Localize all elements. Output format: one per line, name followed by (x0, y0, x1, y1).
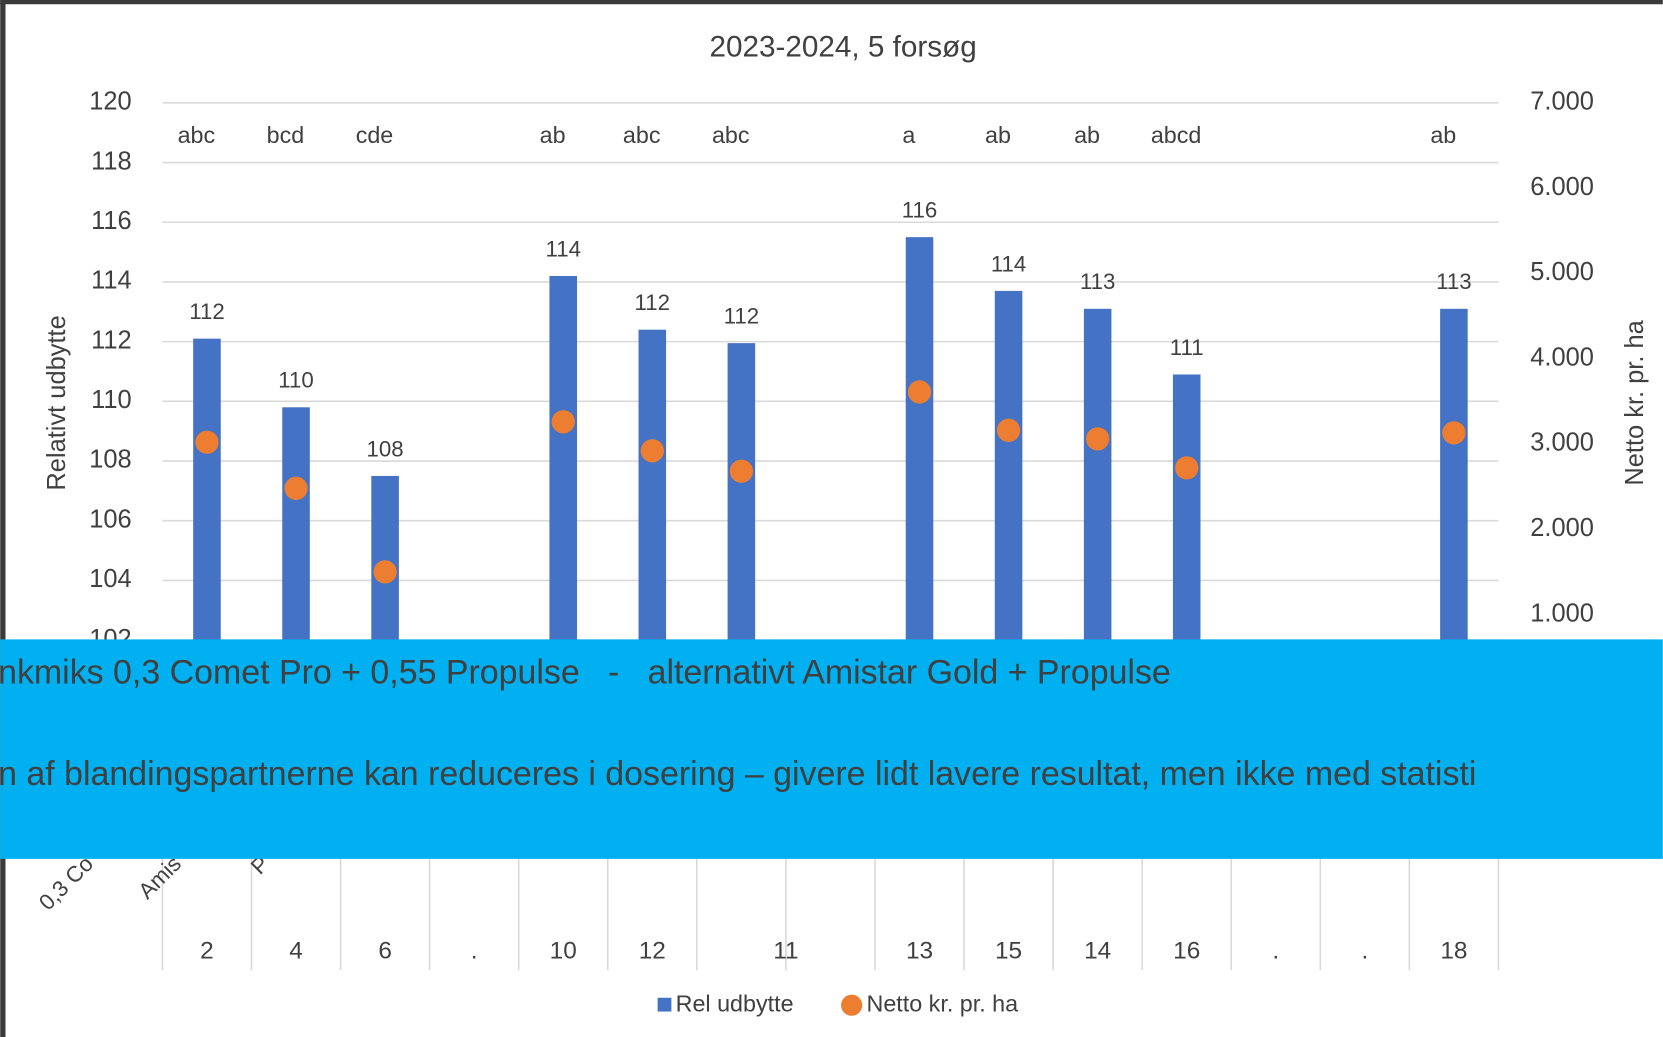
point (373, 560, 397, 584)
x-tick-label: 18 (1440, 938, 1467, 965)
point (907, 380, 932, 404)
legend-swatch (657, 997, 672, 1012)
x-tick-label: 4 (289, 938, 303, 965)
significance-letter: ab (1430, 122, 1456, 148)
point (1442, 421, 1466, 445)
y-tick-label: 104 (89, 565, 131, 593)
y2-tick-label: 7.000 (1530, 88, 1594, 116)
x-tick-label: 6 (378, 938, 392, 965)
y-tick-label: 110 (91, 386, 132, 414)
x-tick-label: 12 (639, 938, 666, 965)
significance-letter: abcd (1151, 122, 1202, 148)
data-label: 112 (189, 299, 224, 324)
y2-tick-label: 2.000 (1530, 514, 1594, 542)
data-label: 110 (278, 368, 313, 393)
y2-tick-label: 6.000 (1530, 173, 1594, 201)
x-tick-label: 14 (1084, 938, 1111, 965)
bar (1440, 308, 1468, 700)
y2-tick-label: 3.000 (1530, 429, 1594, 457)
y2-tick-label: 5.000 (1530, 258, 1594, 286)
x-tick-label: 10 (550, 938, 577, 965)
x-tick-label: 11 (773, 938, 798, 965)
point (284, 476, 308, 500)
bar (1083, 308, 1112, 700)
legend-label: Netto kr. pr. ha (866, 990, 1018, 1016)
bar (638, 329, 667, 700)
significance-letter: ab (985, 122, 1011, 148)
y2-axis-label: Netto kr. pr. ha (1621, 319, 1649, 485)
y-tick-label: 116 (91, 207, 132, 235)
chart-title: 2023-2024, 5 forsøg (710, 31, 977, 64)
significance-letter: abc (623, 122, 661, 148)
y-tick-label: 106 (89, 505, 131, 533)
point (1175, 456, 1199, 480)
point (551, 410, 575, 434)
x-tick-label: . (1272, 938, 1279, 965)
y-tick-label: 112 (91, 326, 132, 354)
significance-letter: ab (1074, 122, 1100, 148)
significance-letter: cde (356, 122, 394, 148)
point (1085, 427, 1110, 451)
data-label: 114 (545, 236, 580, 261)
bar (549, 275, 578, 700)
point (640, 439, 664, 463)
bar (994, 290, 1023, 700)
data-label: 113 (1080, 269, 1115, 294)
significance-letter: a (902, 122, 915, 148)
x-tick-label: 16 (1173, 938, 1200, 965)
x-tick-label: 13 (906, 938, 933, 965)
y-tick-label: 108 (89, 446, 131, 474)
banner-text: nkmiks 0,3 Comet Pro + 0,55 Propulse - a… (0, 653, 1171, 691)
point (195, 430, 219, 454)
significance-letter: bcd (267, 122, 305, 148)
data-label: 112 (724, 304, 759, 329)
point (729, 459, 754, 483)
banner (0, 639, 1663, 859)
significance-letter: abc (178, 122, 216, 148)
y2-tick-label: 1.000 (1530, 599, 1594, 627)
legend-label: Rel udbytte (676, 990, 794, 1016)
bar (905, 237, 934, 700)
legend-swatch (841, 994, 863, 1016)
point (996, 418, 1021, 442)
frame-left (0, 0, 6, 1037)
x-tick-label: . (1361, 938, 1368, 965)
data-label: 108 (367, 436, 404, 461)
y-tick-label: 114 (91, 267, 132, 295)
y-tick-label: 118 (91, 147, 132, 175)
x-tick-label: . (471, 938, 478, 965)
y-tick-label: 120 (89, 88, 131, 116)
x-tick-label: 15 (995, 938, 1022, 965)
data-label: 116 (902, 198, 937, 223)
frame-top (0, 0, 1663, 5)
data-label: 111 (1170, 335, 1204, 360)
data-label: 113 (1436, 269, 1471, 294)
y2-tick-label: 4.000 (1530, 343, 1594, 371)
banner-text: n af blandingspartnerne kan reduceres i … (0, 755, 1476, 793)
y-axis-label: Relativt udbytte (43, 315, 71, 490)
significance-letter: ab (540, 122, 566, 148)
data-label: 112 (635, 290, 670, 315)
x-tick-label: 2 (200, 938, 214, 965)
significance-letter: abc (712, 122, 750, 148)
data-label: 114 (991, 251, 1026, 276)
